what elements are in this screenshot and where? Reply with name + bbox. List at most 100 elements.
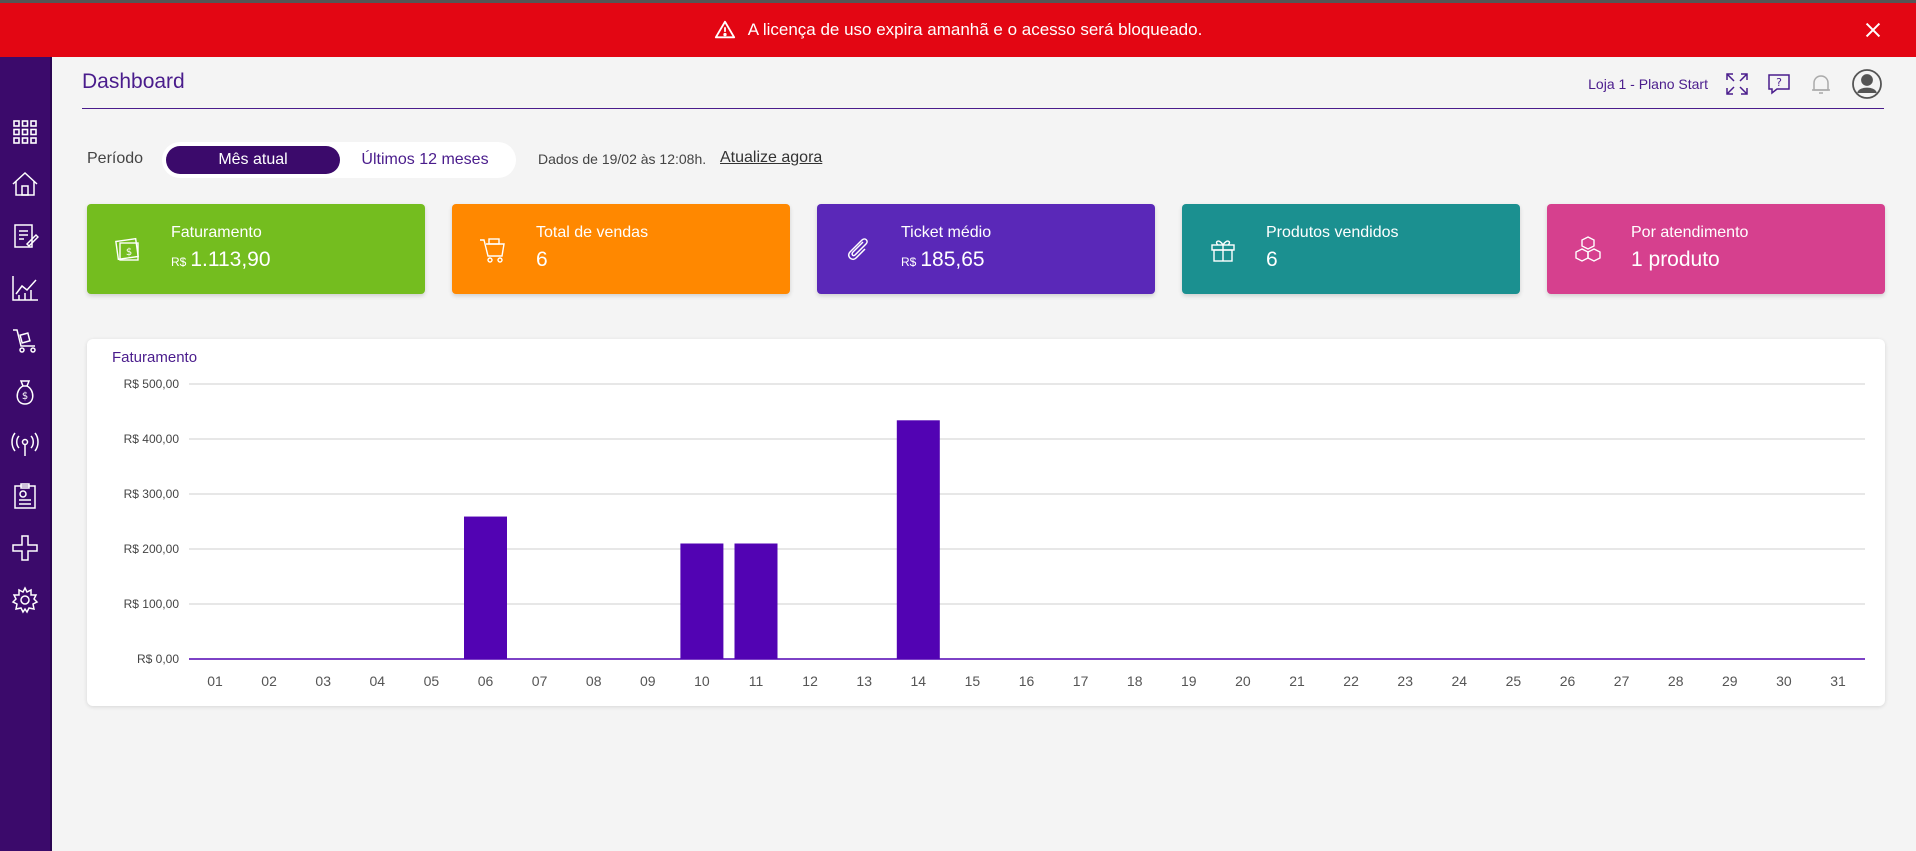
paperclip-icon bbox=[847, 238, 868, 261]
period-option-last-12-months[interactable]: Últimos 12 meses bbox=[361, 151, 489, 168]
cart-icon bbox=[480, 238, 505, 263]
kpi-currency: R$ bbox=[171, 255, 187, 269]
x-tick-label: 27 bbox=[1614, 673, 1630, 689]
x-tick-label: 02 bbox=[261, 673, 277, 689]
x-tick-label: 04 bbox=[370, 673, 386, 689]
bar-06[interactable] bbox=[464, 516, 507, 659]
kpi-card-average-ticket: Ticket médio R$ 185,65 bbox=[817, 204, 1155, 294]
bar-10[interactable] bbox=[680, 543, 724, 660]
x-tick-label: 29 bbox=[1722, 673, 1738, 689]
kpi-amount: 1 produto bbox=[1631, 248, 1720, 271]
kpi-card-revenue: $ Faturamento R$ 1.113,90 bbox=[87, 204, 425, 294]
svg-text:?: ? bbox=[1776, 76, 1782, 89]
x-tick-label: 03 bbox=[315, 673, 331, 689]
bell-icon[interactable] bbox=[1808, 71, 1834, 97]
period-option-current-month[interactable]: Mês atual bbox=[166, 146, 340, 174]
x-tick-label: 12 bbox=[802, 673, 818, 689]
kpi-label: Produtos vendidos bbox=[1266, 224, 1399, 241]
settings-icon[interactable] bbox=[10, 585, 40, 615]
x-tick-label: 19 bbox=[1181, 673, 1197, 689]
page-title: Dashboard bbox=[82, 70, 185, 93]
report-icon[interactable] bbox=[10, 481, 40, 511]
close-icon[interactable] bbox=[1862, 19, 1884, 41]
kpi-card-total-sales: Total de vendas 6 bbox=[452, 204, 790, 294]
home-icon[interactable] bbox=[10, 169, 40, 199]
kpi-amount: 6 bbox=[536, 248, 548, 271]
kpi-cards: $ Faturamento R$ 1.113,90 Total de vendas… bbox=[87, 204, 1885, 294]
period-label: Período bbox=[87, 150, 144, 167]
y-tick-label: R$ 400,00 bbox=[124, 432, 180, 446]
y-tick-label: R$ 0,00 bbox=[137, 652, 179, 666]
svg-text:$: $ bbox=[126, 247, 132, 258]
kpi-value: 1 produto bbox=[1631, 248, 1720, 272]
document-edit-icon[interactable] bbox=[10, 221, 40, 251]
x-tick-label: 31 bbox=[1830, 673, 1846, 689]
chart-icon[interactable] bbox=[10, 273, 40, 303]
sidebar: $ bbox=[0, 57, 52, 851]
x-tick-label: 18 bbox=[1127, 673, 1143, 689]
x-tick-label: 23 bbox=[1397, 673, 1413, 689]
kpi-label: Ticket médio bbox=[901, 224, 992, 241]
kpi-currency: R$ bbox=[901, 255, 917, 269]
help-chat-icon[interactable]: ? bbox=[1766, 71, 1792, 97]
bar-14[interactable] bbox=[896, 420, 940, 659]
data-timestamp: Dados de 19/02 às 12:08h. bbox=[538, 151, 707, 167]
revenue-bar-chart: R$ 0,00 R$ 100,00 R$ 200,00 R$ 300,00 R$ 400… bbox=[124, 377, 1865, 689]
kpi-card-products-sold: Produtos vendidos 6 bbox=[1182, 204, 1520, 294]
apps-grid-icon[interactable] bbox=[10, 117, 40, 147]
x-tick-label: 21 bbox=[1289, 673, 1305, 689]
banner-message: A licença de uso expira amanhã e o acess… bbox=[747, 20, 1203, 39]
x-tick-label: 09 bbox=[640, 673, 656, 689]
x-tick-label: 17 bbox=[1073, 673, 1089, 689]
x-tick-label: 08 bbox=[586, 673, 602, 689]
kpi-amount: 1.113,90 bbox=[190, 248, 271, 271]
boxes-icon bbox=[1575, 236, 1601, 262]
refresh-now-link[interactable]: Atualize agora bbox=[720, 149, 823, 166]
cart-icon[interactable] bbox=[10, 325, 40, 355]
kpi-label: Por atendimento bbox=[1631, 224, 1749, 241]
integrations-icon[interactable] bbox=[10, 533, 40, 563]
bar-11[interactable] bbox=[734, 543, 778, 660]
gift-icon bbox=[1211, 240, 1235, 262]
x-tick-label: 05 bbox=[424, 673, 440, 689]
x-tick-label: 07 bbox=[532, 673, 548, 689]
kpi-label: Total de vendas bbox=[536, 224, 649, 241]
x-tick-label: 16 bbox=[1019, 673, 1035, 689]
x-tick-label: 10 bbox=[694, 673, 710, 689]
kpi-value: 6 bbox=[536, 248, 548, 272]
x-tick-label: 06 bbox=[478, 673, 494, 689]
x-tick-label: 14 bbox=[911, 673, 927, 689]
kpi-label: Faturamento bbox=[171, 224, 262, 241]
store-plan-label: Loja 1 - Plano Start bbox=[1588, 76, 1708, 92]
x-tick-label: 22 bbox=[1343, 673, 1359, 689]
chart-title: Faturamento bbox=[112, 349, 198, 366]
broadcast-icon[interactable] bbox=[10, 429, 40, 459]
header-divider bbox=[82, 108, 1884, 109]
x-tick-label: 24 bbox=[1452, 673, 1468, 689]
y-tick-label: R$ 500,00 bbox=[124, 377, 180, 391]
x-tick-label: 11 bbox=[749, 673, 764, 689]
svg-text:$: $ bbox=[22, 391, 28, 402]
x-tick-label: 01 bbox=[207, 673, 223, 689]
fullscreen-icon[interactable] bbox=[1724, 71, 1750, 97]
money-bag-icon[interactable]: $ bbox=[10, 377, 40, 407]
period-toggle: Mês atual Últimos 12 meses bbox=[162, 142, 516, 178]
y-tick-label: R$ 300,00 bbox=[124, 487, 180, 501]
window-top-border bbox=[0, 0, 1916, 3]
x-tick-label: 15 bbox=[965, 673, 981, 689]
kpi-value: R$ 185,65 bbox=[901, 248, 985, 272]
kpi-card-per-service: Por atendimento 1 produto bbox=[1547, 204, 1885, 294]
y-tick-label: R$ 100,00 bbox=[124, 597, 180, 611]
header-actions: Loja 1 - Plano Start ? bbox=[1588, 66, 1884, 102]
money-icon: $ bbox=[115, 237, 139, 261]
x-tick-label: 26 bbox=[1560, 673, 1576, 689]
avatar[interactable] bbox=[1850, 67, 1884, 101]
x-tick-label: 13 bbox=[856, 673, 872, 689]
kpi-amount: 6 bbox=[1266, 248, 1278, 271]
x-tick-label: 20 bbox=[1235, 673, 1251, 689]
y-tick-label: R$ 200,00 bbox=[124, 542, 180, 556]
kpi-value: 6 bbox=[1266, 248, 1278, 272]
license-warning-banner: A licença de uso expira amanhã e o acess… bbox=[0, 3, 1916, 57]
x-tick-label: 25 bbox=[1506, 673, 1522, 689]
x-tick-label: 28 bbox=[1668, 673, 1684, 689]
